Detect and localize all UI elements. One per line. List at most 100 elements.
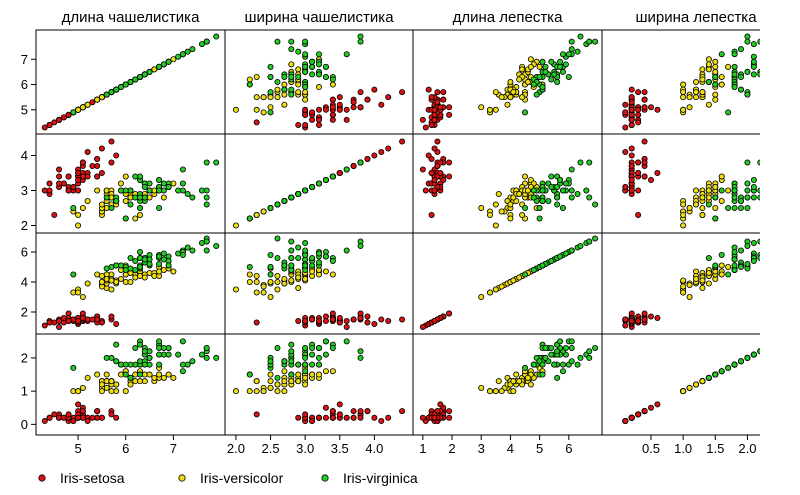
data-point <box>98 388 105 395</box>
data-point <box>686 204 693 211</box>
data-point <box>94 96 101 103</box>
data-point <box>253 94 260 101</box>
data-point <box>302 344 309 351</box>
data-point <box>680 222 687 229</box>
data-point <box>51 119 58 126</box>
data-point <box>184 48 191 55</box>
data-point <box>554 183 561 190</box>
data-point <box>522 364 529 371</box>
data-point <box>750 239 757 246</box>
data-point <box>56 323 63 330</box>
data-point <box>371 414 378 421</box>
data-point <box>75 106 82 113</box>
data-point <box>108 277 115 284</box>
data-point <box>156 63 163 70</box>
data-point <box>281 275 288 282</box>
data-point <box>635 89 642 96</box>
data-point <box>437 104 444 111</box>
data-point <box>288 358 295 365</box>
data-point <box>440 96 447 103</box>
data-point <box>431 106 438 113</box>
data-point <box>492 201 499 208</box>
data-point <box>274 286 281 293</box>
data-point <box>322 63 329 70</box>
panel-3-2 <box>412 333 603 436</box>
data-point <box>434 138 441 145</box>
data-point <box>592 201 599 208</box>
data-point <box>586 38 593 45</box>
data-point <box>274 86 281 93</box>
data-point <box>98 201 105 208</box>
x-tick-label: 1.0 <box>674 441 692 456</box>
data-point <box>357 159 364 166</box>
data-point <box>160 180 167 187</box>
data-point <box>357 38 364 45</box>
x-tick-label: 5 <box>74 441 81 456</box>
data-point <box>302 368 309 375</box>
data-point <box>577 242 584 249</box>
panel-1-1 <box>224 133 414 234</box>
data-point <box>548 173 555 180</box>
data-point <box>198 41 205 48</box>
data-point <box>253 106 260 113</box>
data-point <box>574 361 581 368</box>
data-point <box>132 215 139 222</box>
data-point <box>731 204 738 211</box>
data-point <box>156 361 163 368</box>
data-point <box>680 289 687 296</box>
data-point <box>712 262 719 269</box>
data-point <box>622 418 629 425</box>
data-point <box>70 271 77 278</box>
data-point <box>343 166 350 173</box>
data-point <box>113 86 120 93</box>
data-point <box>699 284 706 291</box>
data-point <box>329 414 336 421</box>
data-point <box>41 322 48 329</box>
data-point <box>686 384 693 391</box>
data-point <box>309 63 316 70</box>
data-point <box>75 176 82 183</box>
data-point <box>302 381 309 388</box>
data-point <box>315 84 322 91</box>
data-point <box>548 58 555 65</box>
data-point <box>329 104 336 111</box>
data-point <box>122 215 129 222</box>
data-point <box>281 91 288 98</box>
data-point <box>302 354 309 361</box>
data-point <box>213 33 220 40</box>
data-point <box>267 89 274 96</box>
data-point <box>357 242 364 249</box>
data-point <box>705 280 712 287</box>
data-point <box>622 109 629 116</box>
data-point <box>156 344 163 351</box>
data-point <box>519 66 526 73</box>
data-point <box>705 254 712 261</box>
data-point <box>288 378 295 385</box>
data-point <box>738 247 745 254</box>
data-point <box>156 268 163 275</box>
data-point <box>568 187 575 194</box>
data-point <box>322 368 329 375</box>
data-point <box>419 166 426 173</box>
data-point <box>628 99 635 106</box>
data-point <box>364 319 371 326</box>
data-point <box>253 289 260 296</box>
data-point <box>329 408 336 415</box>
data-point <box>137 204 144 211</box>
data-point <box>350 99 357 106</box>
data-point <box>437 401 444 408</box>
data-point <box>385 414 392 421</box>
data-point <box>203 187 210 194</box>
data-point <box>46 180 53 187</box>
data-point <box>274 374 281 381</box>
data-point <box>712 68 719 75</box>
data-point <box>527 63 534 70</box>
data-point <box>302 38 309 45</box>
data-point <box>309 254 316 261</box>
data-point <box>350 104 357 111</box>
data-point <box>267 293 274 300</box>
data-point <box>725 263 732 270</box>
data-point <box>56 180 63 187</box>
data-point <box>302 262 309 269</box>
data-point <box>295 81 302 88</box>
